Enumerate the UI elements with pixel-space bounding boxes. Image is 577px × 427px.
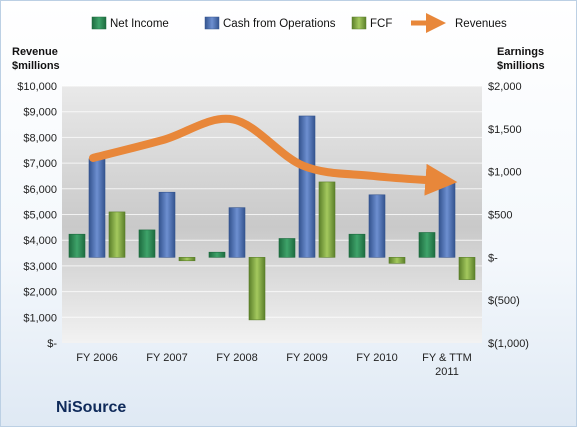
legend-swatch-net-income: [91, 16, 107, 30]
category-label: FY 2009: [286, 352, 327, 364]
bar-fcf: [248, 257, 266, 321]
left-axis-title-line1: Revenue: [12, 46, 58, 58]
gridlines: [62, 85, 482, 318]
category-label: FY 2010: [356, 352, 397, 364]
left-axis-ticks: $- $1,000 $2,000 $3,000 $4,000 $5,000 $6,000 $7…: [17, 81, 57, 350]
bar-cash-from-operations: [438, 182, 456, 258]
legend-swatch-cash-from-operations: [204, 16, 220, 30]
legend: Net Income Cash from Operations FCF Reve…: [91, 13, 507, 33]
left-tick-label: $8,000: [23, 132, 57, 144]
bar-fcf: [458, 257, 476, 280]
left-tick-label: $4,000: [23, 235, 57, 247]
left-tick-label: $3,000: [23, 261, 57, 273]
right-tick-label: $500: [488, 210, 512, 222]
bar-net-income: [348, 233, 366, 258]
bar-net-income: [208, 251, 226, 258]
right-axis-ticks: $(1,000) $(500) $- $500 $1,000 $1,500 $2,000: [488, 81, 529, 350]
legend-label-fcf: FCF: [370, 18, 392, 30]
right-tick-label: $(1,000): [488, 338, 529, 350]
left-tick-label: $7,000: [23, 158, 57, 170]
bar-fcf: [318, 181, 336, 258]
category-label: FY 2006: [76, 352, 117, 364]
revenue-line-path: [89, 114, 458, 196]
bar-cash-from-operations: [228, 207, 246, 258]
right-axis-title-line2: $millions: [497, 60, 545, 72]
right-tick-label: $1,500: [488, 124, 522, 136]
category-label: FY 2007: [146, 352, 187, 364]
left-tick-label: $5,000: [23, 210, 57, 222]
bar-fcf: [178, 257, 196, 262]
bar-fcf: [108, 211, 126, 258]
left-tick-label: $6,000: [23, 184, 57, 196]
left-tick-label: $10,000: [17, 81, 57, 93]
right-axis-title-line1: Earnings: [497, 46, 544, 58]
bars: [68, 115, 476, 321]
legend-label-net-income: Net Income: [110, 18, 169, 30]
bar-cash-from-operations: [158, 191, 176, 258]
legend-label-revenues: Revenues: [455, 18, 507, 30]
bar-net-income: [68, 233, 86, 258]
bar-fcf: [388, 257, 406, 264]
left-tick-label: $1,000: [23, 312, 57, 324]
bar-net-income: [418, 232, 436, 258]
left-axis-title-line2: $millions: [12, 60, 60, 72]
legend-swatch-fcf: [351, 16, 367, 30]
revenue-line: [89, 114, 458, 196]
left-tick-label: $-: [47, 338, 57, 350]
right-tick-label: $1,000: [488, 167, 522, 179]
bar-net-income: [138, 229, 156, 258]
company-name: NiSource: [56, 399, 126, 416]
bar-cash-from-operations: [88, 158, 106, 258]
left-tick-label: $9,000: [23, 107, 57, 119]
bar-net-income: [278, 238, 296, 258]
bar-cash-from-operations: [368, 194, 386, 258]
category-label: FY 2008: [216, 352, 257, 364]
left-tick-label: $2,000: [23, 287, 57, 299]
category-labels: FY 2006 FY 2007 FY 2008 FY 2009 FY 2010 FY & …: [76, 352, 472, 378]
right-tick-label: $-: [488, 252, 498, 264]
right-tick-label: $(500): [488, 295, 520, 307]
category-label: FY & TTM 2011: [422, 352, 472, 378]
legend-label-cash-from-operations: Cash from Operations: [223, 18, 336, 30]
right-tick-label: $2,000: [488, 81, 522, 93]
bar-cash-from-operations: [298, 115, 316, 258]
